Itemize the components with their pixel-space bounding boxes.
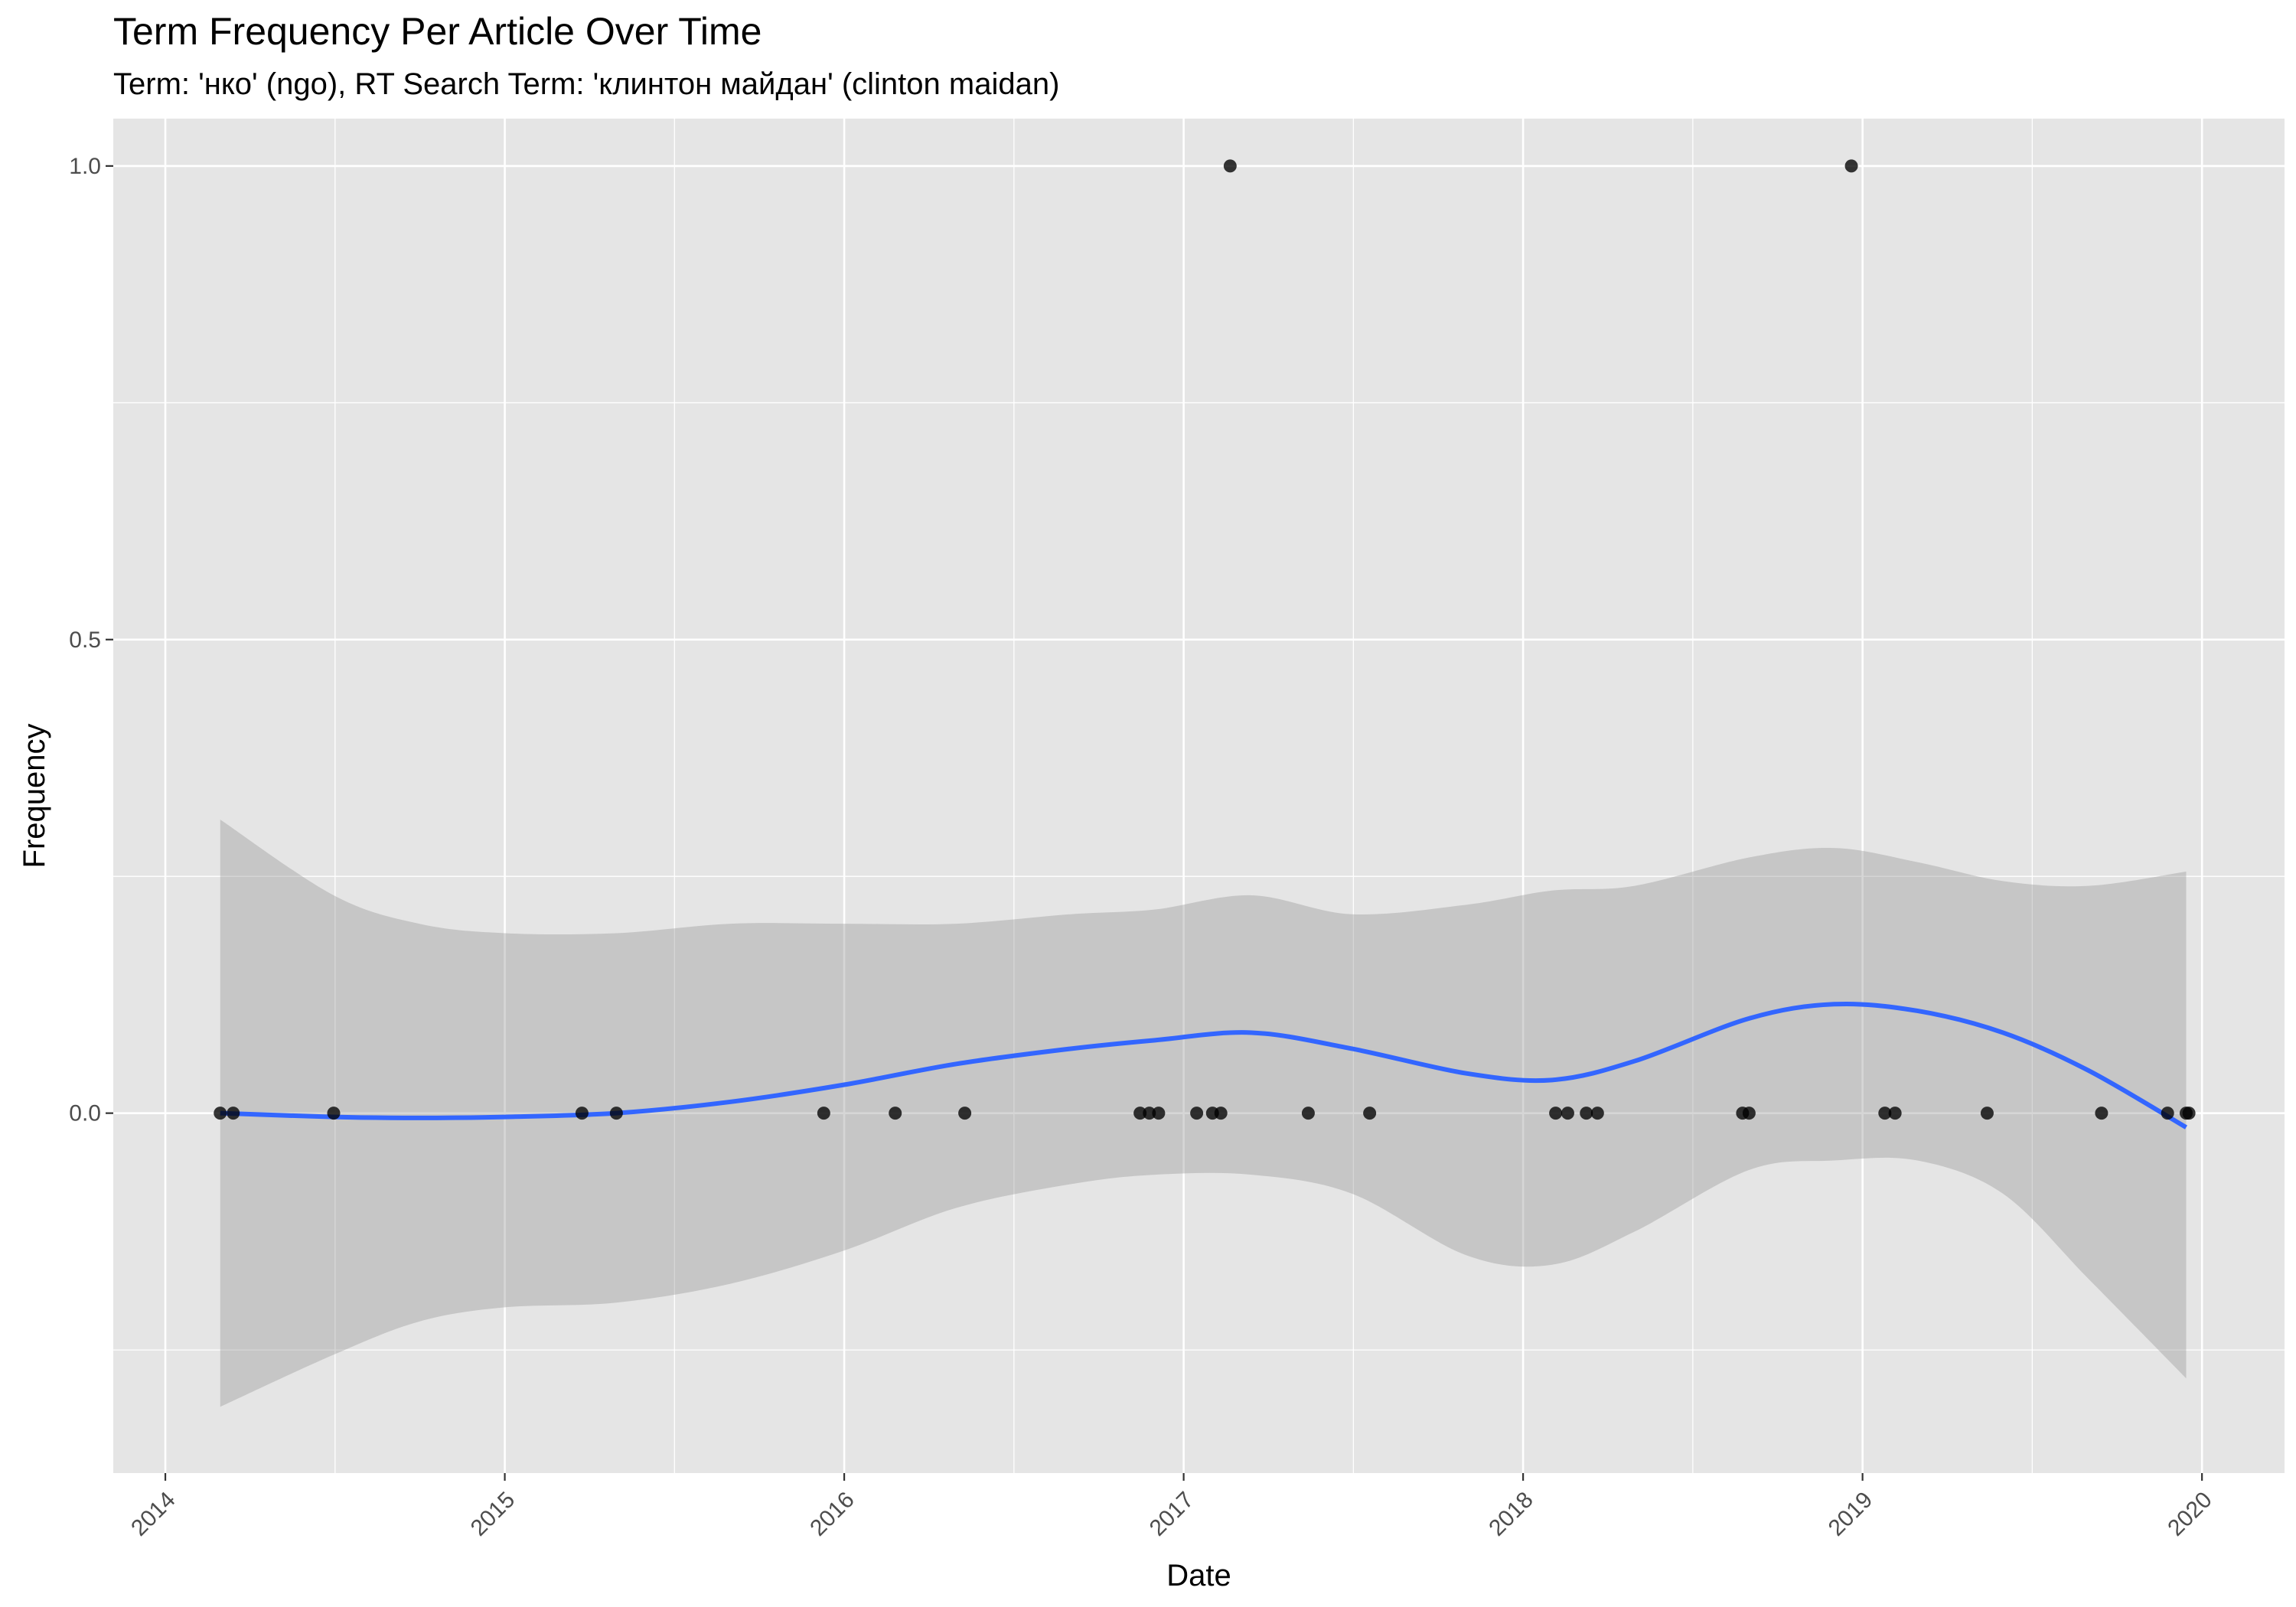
data-point: [1980, 1107, 1994, 1120]
data-point: [227, 1107, 240, 1120]
data-point: [1561, 1107, 1574, 1120]
x-axis-title: Date: [1166, 1559, 1231, 1592]
data-point: [1580, 1107, 1593, 1120]
data-point: [214, 1107, 227, 1120]
data-point: [817, 1107, 830, 1120]
x-tick-label: 2019: [1824, 1487, 1878, 1541]
data-point: [1549, 1107, 1563, 1120]
data-point: [2182, 1107, 2196, 1120]
data-point: [2161, 1107, 2174, 1120]
y-tick-label: 0.0: [69, 1101, 101, 1126]
smooth-line: [220, 1001, 2187, 1129]
data-point: [1190, 1107, 1204, 1120]
data-point: [1214, 1107, 1228, 1120]
x-tick-label: 2016: [805, 1487, 859, 1541]
x-tick-label: 2014: [126, 1487, 181, 1541]
data-point: [1143, 1107, 1156, 1120]
data-point: [1152, 1107, 1166, 1120]
x-tick-label: 2017: [1145, 1487, 1199, 1541]
data-point: [1363, 1107, 1377, 1120]
y-tick-label: 0.5: [69, 627, 101, 653]
data-point: [889, 1107, 902, 1120]
data-point: [575, 1107, 589, 1120]
y-axis-title: Frequency: [18, 724, 51, 869]
data-point: [1223, 159, 1237, 173]
data-point: [958, 1107, 972, 1120]
chart-subtitle: Term: 'нко' (ngo), RT Search Term: 'клин…: [113, 67, 1060, 101]
data-point: [327, 1107, 341, 1120]
chart-title: Term Frequency Per Article Over Time: [113, 10, 762, 53]
x-tick-label: 2020: [2163, 1487, 2217, 1541]
x-tick-label: 2015: [466, 1487, 520, 1541]
data-point: [1844, 159, 1858, 173]
y-tick-label: 1.0: [69, 154, 101, 179]
data-point: [1590, 1107, 1604, 1120]
x-tick-label: 2018: [1484, 1487, 1538, 1541]
plot-layer: [214, 159, 2196, 1407]
plot-panel: [113, 119, 2285, 1473]
data-point: [1888, 1107, 1902, 1120]
data-point: [1133, 1107, 1147, 1120]
data-point: [609, 1107, 623, 1120]
data-point: [2095, 1107, 2108, 1120]
data-point: [1301, 1107, 1315, 1120]
data-point: [1742, 1107, 1756, 1120]
confidence-band: [220, 819, 2187, 1407]
data-point: [1878, 1107, 1892, 1120]
